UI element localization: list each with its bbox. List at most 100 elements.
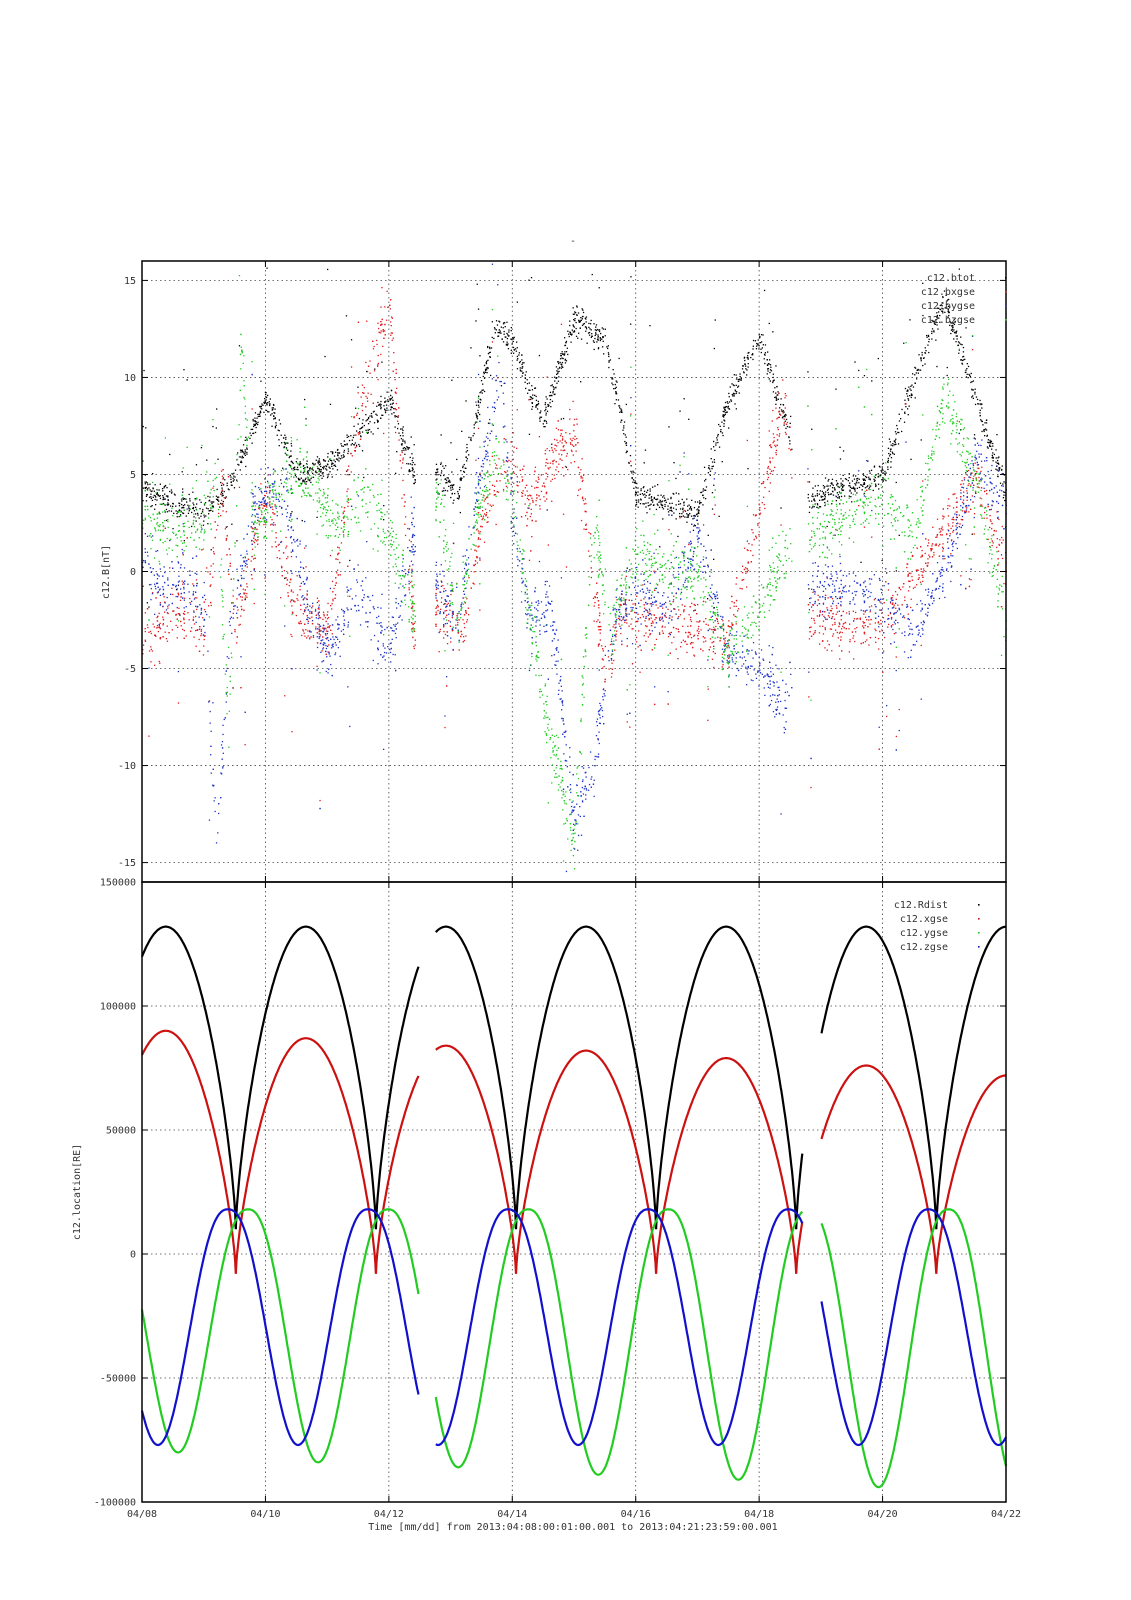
b-point (200, 512, 203, 515)
b-point (549, 402, 551, 404)
b-point (728, 666, 730, 668)
b-point (919, 369, 922, 371)
b-point (487, 516, 489, 519)
b-point (477, 530, 480, 532)
b-point (772, 376, 774, 379)
b-point (526, 497, 529, 500)
b-point (540, 474, 543, 476)
b-point (731, 601, 733, 603)
b-point (703, 497, 705, 499)
b-point (836, 611, 839, 613)
b-point (780, 409, 783, 411)
b-point (151, 650, 154, 652)
b-point (907, 414, 909, 416)
b-point (616, 381, 618, 383)
b-point (908, 386, 910, 388)
b-point (773, 379, 775, 381)
b-point (790, 449, 792, 451)
b-point (928, 335, 930, 338)
b-point (527, 392, 529, 394)
b-point (688, 614, 690, 616)
b-point (683, 509, 685, 512)
b-point (149, 630, 152, 633)
b-point (252, 528, 254, 530)
b-point (684, 641, 686, 643)
b-point (733, 384, 735, 387)
b-point (164, 484, 167, 487)
b-point (707, 534, 709, 536)
b-point (952, 493, 954, 496)
b-point (234, 476, 236, 478)
b-point (596, 621, 598, 623)
b-point (551, 443, 553, 445)
b-point (625, 436, 627, 438)
b-point (192, 616, 195, 618)
b-point (581, 480, 583, 482)
b-point (661, 501, 663, 503)
b-point (732, 395, 734, 397)
b-point (306, 460, 308, 462)
b-point (883, 602, 885, 604)
b-point (920, 546, 922, 548)
b-point (958, 352, 960, 354)
b-point (659, 499, 661, 502)
b-point (992, 452, 994, 454)
b-point (863, 613, 865, 615)
b-point (157, 615, 159, 618)
b-point (848, 651, 850, 653)
b-point (841, 650, 843, 652)
b-point (470, 439, 472, 442)
b-point (665, 616, 667, 618)
b-point (458, 495, 460, 497)
b-point (535, 399, 538, 401)
b-point (359, 432, 361, 434)
b-point (927, 558, 929, 560)
b-point (572, 454, 574, 456)
b-point (513, 482, 515, 484)
b-point (1001, 557, 1004, 560)
b-point (303, 632, 305, 634)
b-point (735, 378, 738, 380)
b-point (639, 503, 642, 505)
b-point (658, 632, 661, 634)
b-point (826, 525, 828, 528)
b-point (181, 507, 183, 509)
b-point (613, 373, 615, 375)
b-point (176, 512, 178, 515)
b-point (146, 493, 148, 496)
b-point (713, 347, 715, 350)
b-point (363, 392, 365, 394)
b-point (636, 482, 638, 485)
b-point (272, 407, 274, 409)
b-point (595, 326, 597, 328)
b-point (300, 622, 302, 625)
b-point (987, 441, 989, 443)
b-point (447, 481, 450, 483)
b-point (255, 423, 257, 425)
b-point (329, 471, 331, 473)
b-point (306, 593, 308, 595)
b-point (727, 407, 729, 409)
b-point (461, 477, 463, 479)
b-point (626, 450, 628, 452)
b-point (443, 626, 445, 628)
b-point (571, 450, 573, 453)
b-point (241, 599, 243, 601)
b-point (662, 632, 664, 634)
b-point (599, 612, 601, 614)
b-point (271, 413, 273, 415)
b-point (591, 333, 593, 335)
b-point (713, 484, 715, 486)
b-point (647, 502, 649, 504)
b-point (304, 609, 306, 611)
b-point (465, 610, 467, 612)
b-point (238, 345, 241, 347)
b-point (839, 631, 841, 633)
b-gridlines (142, 261, 1006, 882)
b-point (449, 481, 451, 483)
b-point (220, 481, 222, 484)
b-point (556, 382, 558, 384)
b-point (953, 318, 955, 320)
b-point (458, 495, 460, 497)
b-point (612, 626, 614, 628)
